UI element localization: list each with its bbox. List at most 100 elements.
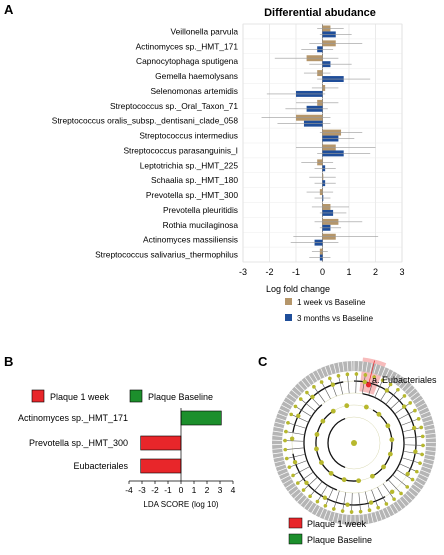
leaf-node — [413, 409, 417, 413]
inner-node — [388, 452, 393, 457]
inner-node — [389, 437, 394, 442]
category-label: Streptococcus oralis_subsp._dentisani_cl… — [52, 116, 239, 126]
branch-arc — [293, 454, 385, 505]
leaf-node — [417, 417, 421, 421]
x-tick-label: -2 — [265, 267, 273, 277]
leaf-node — [283, 439, 287, 443]
leaf-node — [408, 401, 412, 405]
inner-node — [413, 449, 417, 453]
leaf-node — [289, 413, 293, 417]
legend-c-swatch-1week — [289, 518, 302, 528]
panel-a-label: A — [4, 2, 14, 17]
leaf-node — [350, 510, 354, 514]
leaf-node — [288, 465, 292, 469]
x-tick-label: 1 — [192, 485, 197, 495]
leaf-node — [355, 372, 359, 376]
x-tick-label: -2 — [151, 485, 159, 495]
category-label: Streptococcus salivarius_thermophilus — [95, 250, 238, 260]
category-label: Veillonella parvula — [170, 26, 238, 36]
inner-node — [319, 460, 324, 465]
category-label: Rothia mucilaginosa — [163, 220, 239, 230]
x-tick-label: 0 — [179, 485, 184, 495]
lda-bar — [181, 411, 221, 425]
leaf-node — [337, 374, 341, 378]
inner-node — [377, 412, 382, 417]
leaf-node — [415, 470, 419, 474]
inner-node — [370, 474, 375, 479]
inner-node — [402, 404, 406, 408]
inner-node — [356, 478, 361, 483]
branch-arc — [354, 381, 416, 474]
leaf-node — [341, 509, 345, 513]
legend-b-swatch-baseline — [130, 390, 142, 402]
inner-node — [369, 500, 373, 504]
inner-node — [381, 465, 386, 470]
x-tick-label: 4 — [231, 485, 236, 495]
legend-a-label-1week: 1 week vs Baseline — [297, 298, 366, 307]
legend-c-swatch-baseline — [289, 534, 302, 544]
leaf-node — [399, 492, 403, 496]
chart-a-legend: 1 week vs Baseline 3 months vs Baseline — [285, 298, 374, 323]
x-tick-label: -4 — [125, 485, 133, 495]
inner-node — [314, 447, 319, 452]
leaf-node — [316, 500, 320, 504]
leaf-node — [420, 453, 424, 457]
leaf-node — [294, 405, 298, 409]
category-label: Actinomyces sp._HMT_171 — [136, 41, 239, 51]
chart-a-x-label: Log fold change — [266, 284, 330, 294]
inner-node — [342, 477, 347, 482]
inner-node — [320, 419, 325, 424]
panel-c-label: C — [258, 354, 268, 369]
leaf-node — [359, 510, 363, 514]
leaf-node — [396, 388, 400, 392]
x-tick-label: 2 — [205, 485, 210, 495]
leaf-node — [312, 385, 316, 389]
leaf-node — [376, 506, 380, 510]
x-tick-label: 0 — [320, 267, 325, 277]
legend-a-label-3months: 3 months vs Baseline — [297, 314, 374, 323]
legend-c-label-baseline: Plaque Baseline — [307, 535, 372, 545]
lda-bar — [141, 459, 181, 473]
inner-node — [364, 405, 369, 410]
inner-node — [405, 472, 409, 476]
legend-b-label-1week: Plaque 1 week — [50, 392, 110, 402]
panel-b-label: B — [4, 354, 13, 369]
legend-a-swatch-1week — [285, 298, 292, 305]
inner-node — [323, 496, 327, 500]
cladogram-legend: Plaque 1 week Plaque Baseline — [289, 518, 372, 545]
leaf-node — [296, 481, 300, 485]
leaf-node — [284, 430, 288, 434]
category-label: Capnocytophaga sputigena — [136, 56, 238, 66]
leaf-node — [299, 397, 303, 401]
inner-node — [296, 414, 300, 418]
inner-node — [290, 436, 294, 440]
root-node — [351, 440, 357, 446]
leaf-node — [320, 380, 324, 384]
category-label: Gemella haemolysans — [155, 71, 238, 81]
category-label: Selenomonas artemidis — [150, 86, 238, 96]
cladogram-annotation: a. Eubacteriales — [372, 375, 437, 385]
chart-a-title: Differential abudance — [264, 7, 376, 19]
leaf-node — [308, 494, 312, 498]
chart-b-legend: Plaque 1 week Plaque Baseline — [32, 390, 213, 402]
leaf-node — [385, 502, 389, 506]
leaf-node — [305, 391, 309, 395]
category-label: Prevotella sp._HMT_300 — [146, 190, 239, 200]
inner-node — [331, 409, 336, 414]
leaf-node — [364, 373, 368, 377]
x-tick-label: -3 — [239, 267, 247, 277]
leaf-node — [324, 504, 328, 508]
category-label: Prevotella pleuritidis — [163, 205, 238, 215]
inner-node — [345, 502, 349, 506]
category-label: Streptococcus parasanguinis_I — [123, 145, 238, 155]
leaf-node — [328, 377, 332, 381]
x-tick-label: -3 — [138, 485, 146, 495]
category-label: Actinomyces sp._HMT_171 — [18, 413, 128, 423]
leaf-node — [421, 444, 425, 448]
leaf-node — [403, 394, 407, 398]
inner-node — [293, 460, 297, 464]
leaf-node — [392, 497, 396, 501]
inner-node — [315, 432, 320, 437]
leaf-node — [286, 421, 290, 425]
